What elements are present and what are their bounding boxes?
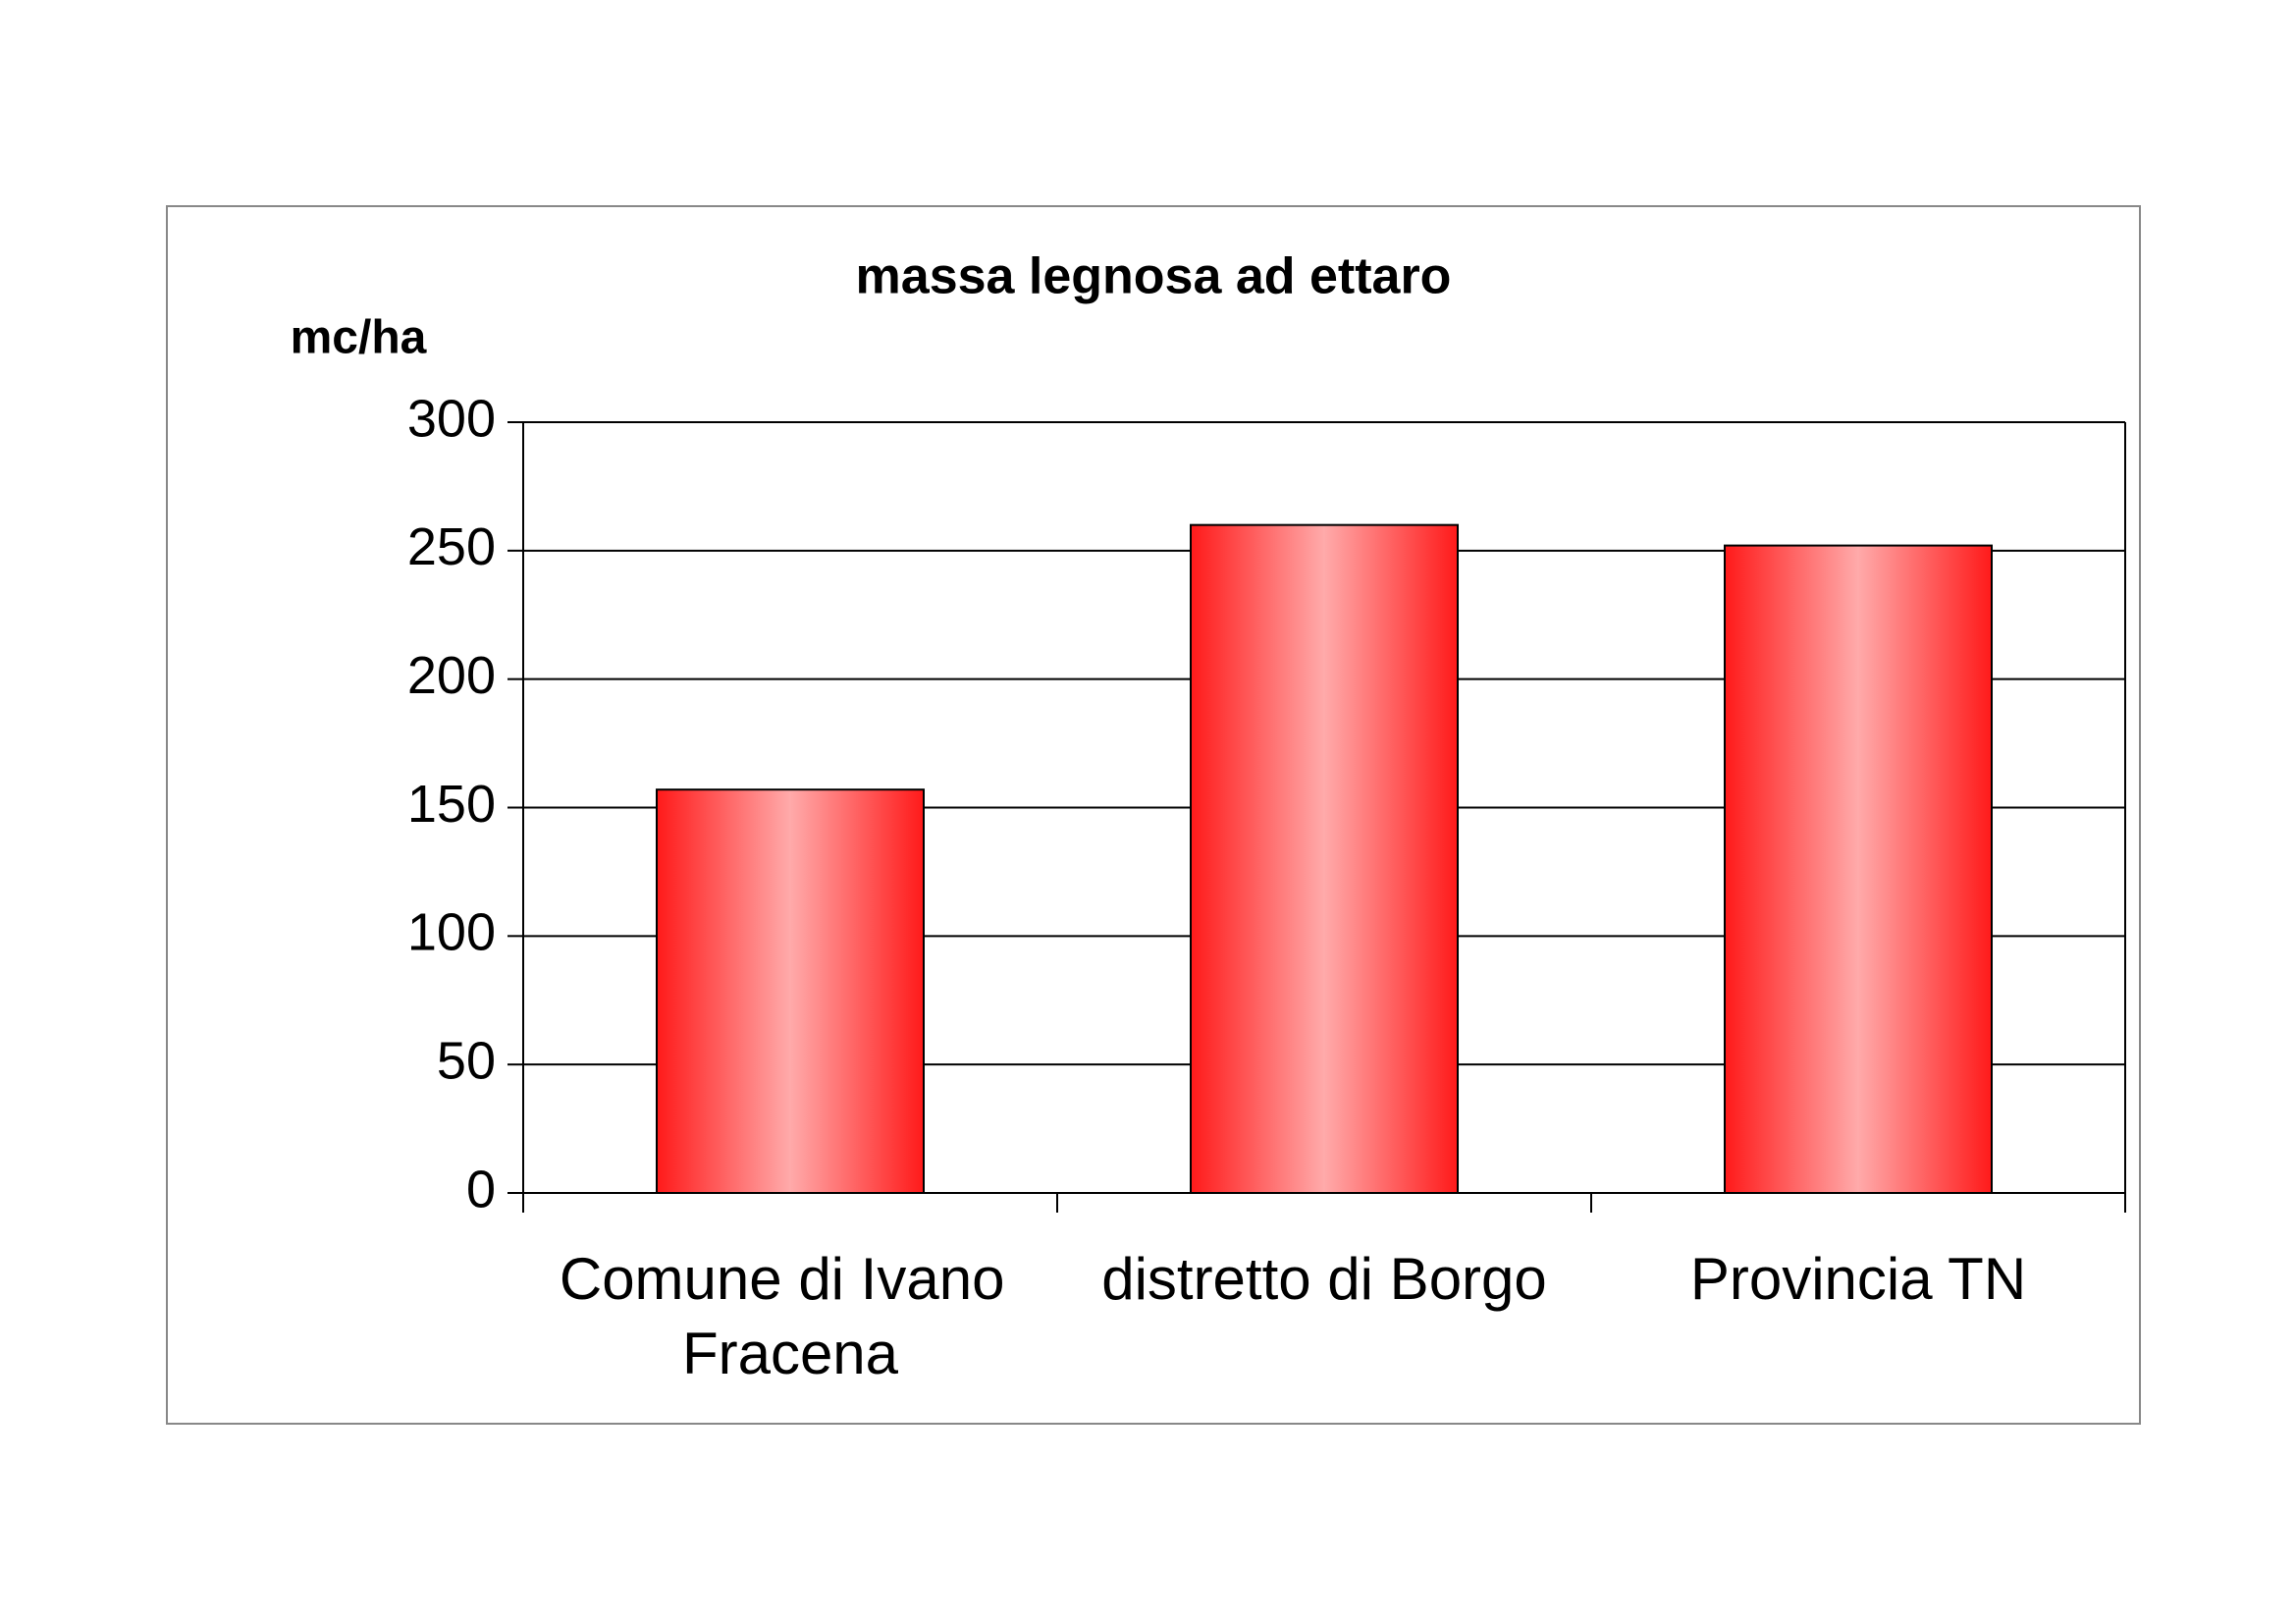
bar bbox=[1190, 523, 1459, 1194]
x-tick-label: Provincia TN bbox=[1690, 1246, 2026, 1312]
x-tick-label: Comune di Ivano Fracena bbox=[560, 1246, 1021, 1386]
y-tick-label: 300 bbox=[407, 389, 496, 448]
y-axis-label: mc/ha bbox=[291, 312, 427, 364]
y-tick-label: 100 bbox=[407, 903, 496, 962]
y-tick-label: 250 bbox=[407, 517, 496, 576]
bar bbox=[1724, 544, 1993, 1194]
chart-title: massa legnosa ad ettaro bbox=[856, 248, 1452, 305]
y-tick-label: 150 bbox=[407, 775, 496, 834]
y-tick-label: 50 bbox=[437, 1031, 496, 1090]
y-tick-label: 0 bbox=[466, 1160, 496, 1218]
y-tick-label: 200 bbox=[407, 646, 496, 705]
x-tick-label: distretto di Borgo bbox=[1101, 1246, 1547, 1312]
bar bbox=[656, 788, 925, 1195]
